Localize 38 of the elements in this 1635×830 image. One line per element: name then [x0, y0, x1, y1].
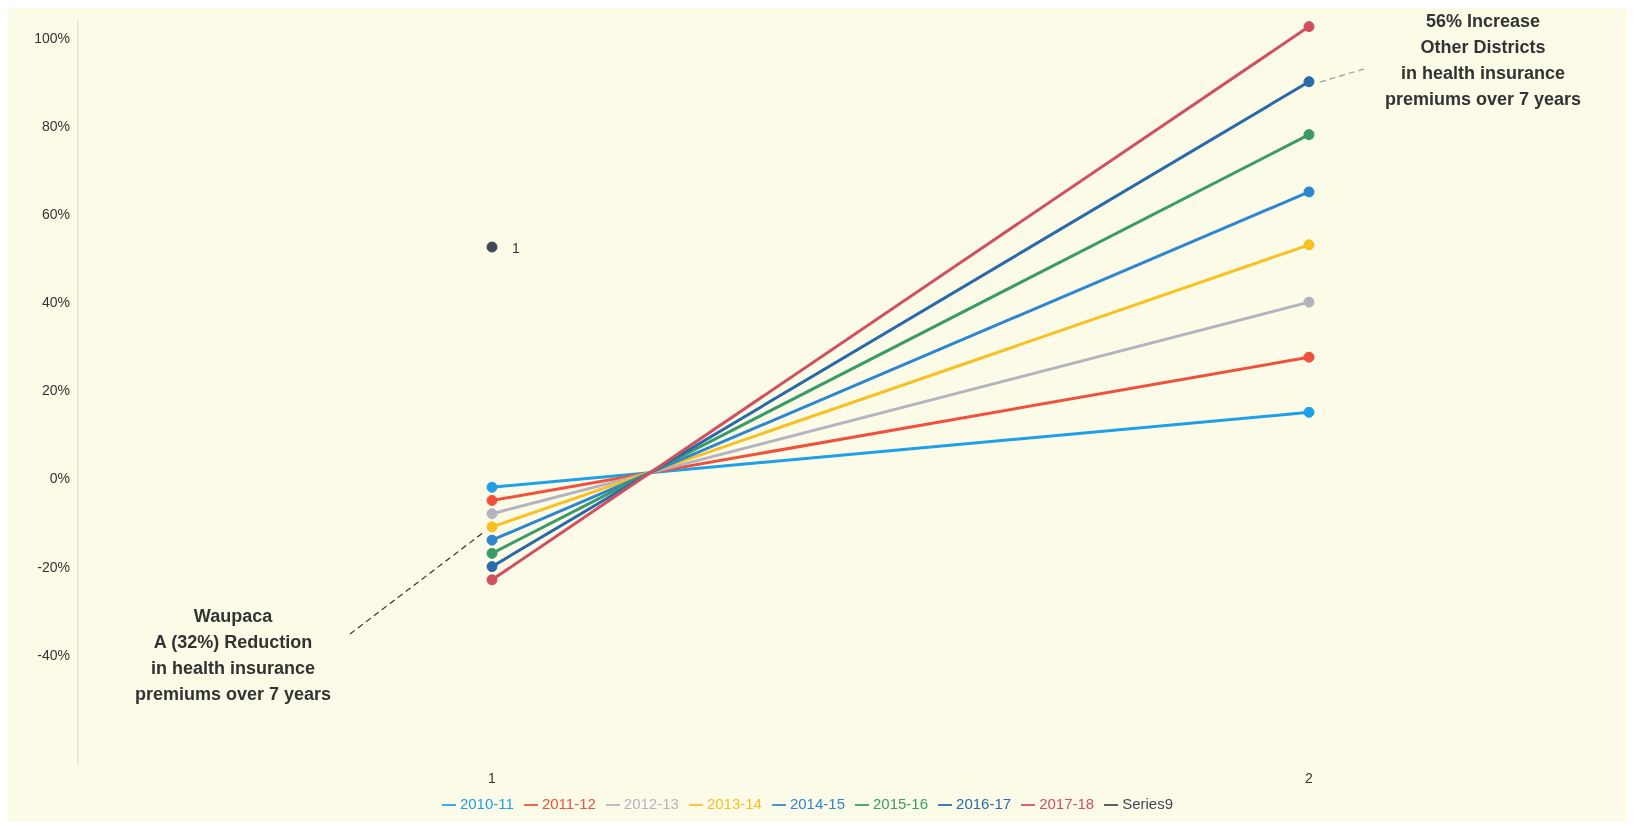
point: [1303, 21, 1315, 33]
point: [1303, 129, 1315, 141]
legend-label: 2013-14: [706, 794, 762, 812]
legend-label: 2011-12: [541, 794, 596, 812]
legend-label: 2012-13: [623, 794, 679, 812]
point: [486, 241, 498, 253]
y-tick-label: 80%: [41, 117, 70, 134]
point: [486, 534, 498, 546]
y-tick-label: -40%: [37, 646, 70, 663]
y-tick-label: -20%: [37, 558, 70, 575]
point: [1303, 351, 1315, 363]
legend-label: 2014-15: [789, 794, 845, 812]
annotation: 1: [512, 240, 520, 257]
legend-label: 2017-18: [1039, 794, 1095, 812]
x-tick-label: 2: [1305, 769, 1314, 786]
point: [486, 521, 498, 533]
y-tick-label: 100%: [34, 29, 70, 46]
y-tick-label: 40%: [41, 294, 70, 311]
annotation: 56% Increase Other Districts in health insurance premiums over 7 years: [1383, 10, 1583, 111]
point: [486, 561, 498, 573]
point: [486, 508, 498, 520]
y-tick-label: 60%: [41, 205, 70, 222]
legend-label: 2010-11: [459, 794, 514, 812]
legend-label: Series9: [1122, 794, 1174, 812]
point: [1303, 296, 1315, 308]
point: [1303, 406, 1315, 418]
point: [1303, 239, 1315, 251]
legend-label: 2015-16: [873, 794, 929, 812]
annotation: Waupaca A (32%) Reduction in health insurance premiums over 7 years: [133, 605, 333, 706]
point: [486, 574, 498, 586]
point: [1303, 76, 1315, 88]
point: [1303, 186, 1315, 198]
y-tick-label: 20%: [41, 382, 70, 399]
legend-label: 2016-17: [956, 794, 1012, 812]
point: [486, 481, 498, 493]
point: [486, 494, 498, 506]
y-tick-label: 0%: [49, 470, 70, 487]
point: [486, 547, 498, 559]
